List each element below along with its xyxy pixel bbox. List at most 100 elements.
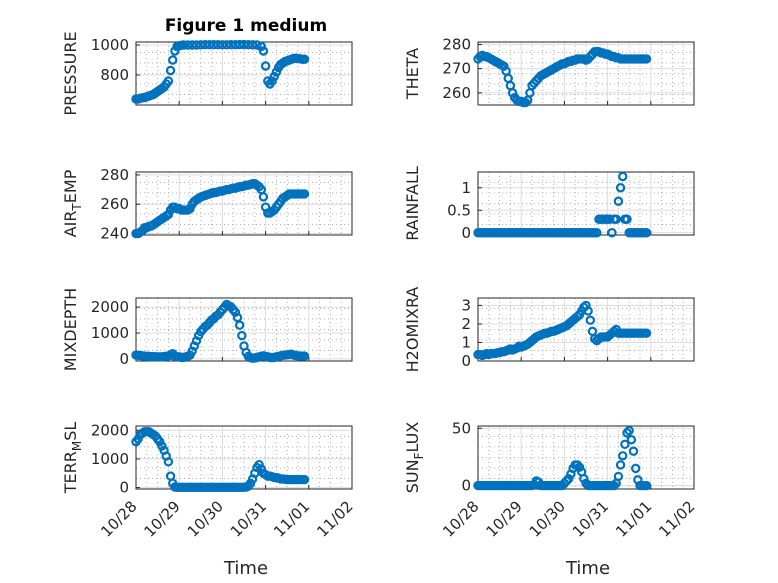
subplot-4: 0 0.5 1 RAINFALL [403, 166, 695, 242]
data-point [237, 330, 247, 341]
y-tick-label: 270 [442, 60, 471, 78]
y-tick-label: 0 [119, 350, 129, 368]
data-point [178, 40, 189, 50]
x-tick-label: 10/28 [97, 497, 140, 540]
data-point [247, 40, 258, 50]
x-axis-label-right: Time [565, 558, 610, 579]
x-tick-label: 10/31 [227, 497, 270, 540]
y-tick-label: 1000 [91, 36, 129, 54]
x-tick-label: 10/30 [184, 497, 227, 540]
data-point [626, 435, 637, 445]
data-point [200, 40, 210, 50]
subplot-2: 260 270 280 THETA [403, 35, 695, 108]
data-point [252, 40, 262, 50]
data-point [630, 463, 641, 474]
y-tick-label: 0 [461, 477, 471, 495]
data-point [624, 425, 634, 436]
data-point [256, 41, 266, 52]
data-point [299, 189, 310, 199]
data-point [615, 460, 626, 470]
data-point [620, 439, 630, 450]
series-markers [473, 171, 652, 238]
y-axis-label: SUNFLUX [403, 422, 426, 494]
x-tick-label: 11/02 [313, 497, 356, 540]
y-tick-label: 1000 [91, 450, 129, 468]
subplot-8: 0 50 10/28 10/29 10/30 10/31 11/01 11/02 SUNFLUX [403, 419, 699, 540]
data-point [607, 228, 617, 238]
data-point [615, 183, 626, 193]
x-tick-label: 10/29 [482, 497, 525, 540]
data-point [187, 40, 197, 50]
data-point [499, 61, 509, 71]
data-point [641, 54, 652, 64]
y-axis-label: TERRMSL [61, 422, 84, 495]
data-point [267, 76, 277, 86]
data-point [222, 40, 232, 50]
data-point [585, 315, 596, 325]
y-tick-label: 260 [100, 195, 129, 213]
y-tick-label: 0.5 [447, 201, 471, 219]
data-point [269, 71, 279, 82]
data-point [191, 40, 202, 50]
y-tick-label: 800 [100, 66, 129, 84]
data-point [165, 65, 176, 76]
data-point [299, 54, 310, 64]
data-point [243, 40, 254, 50]
y-tick-label: 260 [442, 84, 471, 102]
data-point [299, 474, 310, 485]
data-point [611, 214, 621, 224]
data-point [239, 39, 249, 50]
y-axis-label: AIRTEMP [61, 169, 84, 237]
data-point [258, 192, 269, 202]
data-point [592, 228, 602, 238]
series-markers [131, 299, 310, 363]
data-point [579, 473, 589, 484]
y-tick-label: 50 [452, 419, 471, 437]
y-axis-label: THETA [403, 48, 422, 100]
data-point [209, 40, 219, 50]
y-tick-label: 0 [461, 352, 471, 370]
x-tick-label: 10/30 [526, 497, 569, 540]
x-tick-label: 11/01 [612, 497, 655, 540]
axes-box [477, 297, 695, 362]
series-markers [131, 427, 310, 492]
axes-box [135, 297, 353, 362]
x-axis-label-left: Time [223, 558, 268, 579]
y-tick-label: 240 [100, 225, 129, 243]
data-point [213, 40, 223, 50]
data-point [622, 214, 632, 224]
y-tick-label: 280 [100, 166, 129, 184]
axes-box [135, 171, 353, 236]
y-axis-label: MIXDEPTH [61, 288, 80, 371]
data-point [613, 196, 624, 206]
y-tick-label: 280 [442, 35, 471, 53]
series-markers [473, 425, 652, 491]
data-point [234, 39, 245, 50]
series-markers [131, 39, 310, 104]
data-point [163, 457, 174, 467]
data-point [204, 40, 215, 50]
subplot-1: 800 1000 PRESSURE [61, 31, 353, 116]
x-tick-label: 10/31 [569, 497, 612, 540]
data-point [507, 88, 518, 98]
y-tick-label: 1 [461, 333, 471, 351]
y-tick-label: 1000 [91, 324, 129, 342]
data-point [232, 312, 243, 323]
data-point [583, 306, 593, 316]
data-point [226, 40, 236, 50]
x-tick-label: 10/29 [140, 497, 183, 540]
x-tick-label: 11/02 [655, 497, 698, 540]
subplot-7: 0 1000 2000 10/28 10/29 10/30 10/31 11/01 11/02 T… [61, 421, 357, 540]
data-point [641, 480, 652, 491]
data-point [618, 171, 628, 182]
y-tick-label: 0 [119, 479, 129, 497]
y-axis-label: RAINFALL [403, 166, 422, 241]
y-axis-label: PRESSURE [61, 31, 80, 115]
data-point [299, 351, 310, 361]
data-point [618, 451, 628, 461]
y-axis-label: H2OMIXRA [403, 287, 422, 373]
data-point [183, 40, 193, 50]
